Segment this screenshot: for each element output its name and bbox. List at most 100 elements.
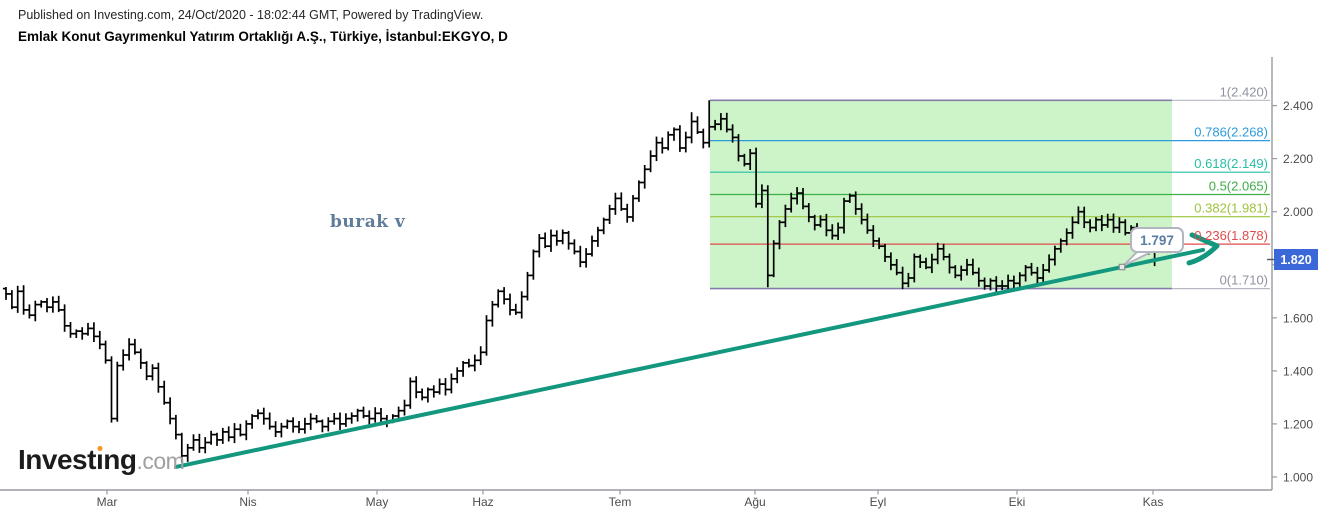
ohlc-bar (1034, 266, 1041, 284)
ohlc-bar (952, 265, 959, 279)
ohlc-bar (782, 204, 789, 228)
ohlc-bar (237, 423, 244, 437)
ohlc-bar (73, 329, 80, 338)
ohlc-bar (1098, 215, 1105, 232)
ohlc-bar (55, 295, 62, 313)
y-tick-label-2.000: 2.000 (1283, 205, 1313, 219)
ohlc-bar (495, 289, 502, 308)
trendline-arrowhead (1189, 232, 1220, 249)
ohlc-bar (190, 434, 197, 451)
ohlc-bar (465, 358, 472, 368)
ohlc-bar (290, 417, 297, 433)
ohlc-bar (301, 417, 308, 434)
ohlc-bar (208, 430, 215, 445)
ohlc-bar (747, 149, 754, 170)
ohlc-bar (61, 304, 68, 332)
ohlc-bar (512, 303, 519, 315)
ohlc-bar (249, 414, 256, 429)
ohlc-bar (172, 414, 179, 440)
instrument-title: Emlak Konut Gayrımenkul Yatırım Ortaklığ… (18, 29, 508, 44)
ohlc-bar (758, 184, 765, 209)
ohlc-bar (682, 131, 689, 153)
ohlc-bar (688, 112, 695, 144)
ohlc-bar (694, 116, 701, 134)
month-label-Ağu: Ağu (744, 495, 765, 509)
ohlc-bar (553, 230, 560, 246)
ohlc-bar (266, 412, 273, 430)
ohlc-bar (1022, 265, 1029, 282)
ohlc-bar (84, 322, 92, 336)
ohlc-bar (137, 348, 144, 369)
ohlc-bar (1063, 228, 1070, 246)
ohlc-bar (934, 242, 941, 265)
ohlc-bar (706, 100, 713, 148)
ohlc-bar (477, 346, 484, 366)
logo-orange-dot-i: ı (95, 444, 104, 475)
ohlc-bar (542, 232, 549, 249)
month-label-May: May (366, 495, 389, 509)
ohlc-bar (823, 213, 830, 237)
ohlc-bar (8, 290, 15, 310)
ohlc-bar (712, 119, 719, 131)
ohlc-bar (377, 408, 385, 423)
ohlc-bar (629, 195, 637, 222)
ohlc-bar (348, 412, 355, 424)
ohlc-bar (460, 361, 467, 377)
ohlc-bar (14, 285, 21, 313)
ohlc-bar (577, 245, 584, 268)
month-label-Mar: Mar (97, 495, 118, 509)
ohlc-bar (647, 150, 654, 173)
ohlc-bar (219, 427, 226, 444)
ohlc-bar (489, 301, 496, 327)
trendline-handle[interactable] (1118, 263, 1126, 271)
ohlc-bar (735, 134, 742, 162)
month-label-Eyl: Eyl (870, 495, 887, 509)
ohlc-bar (624, 203, 631, 223)
ohlc-bar (436, 378, 443, 395)
ohlc-bar (905, 272, 912, 288)
ohlc-bar (612, 192, 619, 215)
fib-label-1: 1(2.420) (1220, 84, 1268, 99)
ohlc-bar (1092, 217, 1100, 232)
ohlc-bar (1081, 206, 1088, 229)
ohlc-bar (454, 367, 461, 384)
ohlc-bar (131, 338, 138, 355)
ohlc-bar (360, 406, 367, 419)
ohlc-bar (471, 354, 478, 372)
month-label-Kas: Kas (1143, 495, 1164, 509)
ohlc-bar (407, 377, 414, 409)
fib-label-0: 0(1.710) (1220, 273, 1268, 288)
ohlc-bar (1005, 274, 1012, 292)
ohlc-bar (676, 125, 683, 152)
trendline[interactable] (174, 247, 1205, 469)
ohlc-bar (161, 380, 168, 405)
fib-label-0.382: 0.382(1.981) (1194, 201, 1268, 216)
ohlc-bar (284, 419, 291, 429)
ohlc-bar (1122, 219, 1129, 236)
ohlc-bar (887, 252, 894, 271)
ohlc-bar (90, 322, 97, 342)
ohlc-bar (635, 180, 642, 202)
month-label-Nis: Nis (239, 495, 256, 509)
ohlc-bar (600, 217, 607, 235)
ohlc-bar (1104, 213, 1111, 228)
y-tick-label-1.200: 1.200 (1283, 417, 1313, 431)
ohlc-bar (911, 253, 918, 283)
ohlc-bar (79, 327, 86, 340)
ohlc-bar (1051, 245, 1058, 266)
ohlc-bar (659, 137, 666, 154)
fib-label-0.786: 0.786(2.268) (1194, 125, 1268, 140)
ohlc-bar (665, 131, 672, 151)
ohlc-bar (243, 420, 250, 441)
ohlc-bar (987, 278, 994, 291)
ohlc-bar (295, 421, 303, 434)
ohlc-bar (483, 315, 490, 356)
ohlc-bar (1069, 216, 1076, 239)
ohlc-bar (975, 267, 982, 287)
ohlc-bar (864, 213, 871, 234)
ohlc-bar (940, 243, 947, 261)
ohlc-bar (313, 415, 320, 424)
last-price-value: 1.820 (1280, 253, 1311, 267)
month-label-Eki: Eki (1009, 495, 1026, 509)
